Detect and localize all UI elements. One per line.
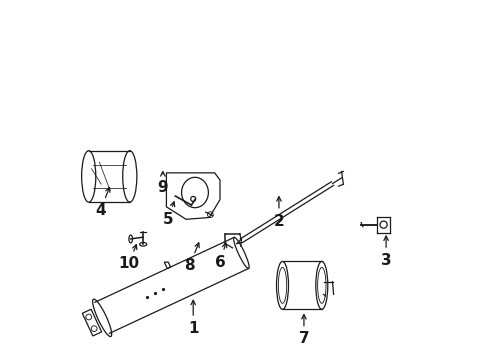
Text: 7: 7 [298, 315, 309, 346]
Text: 10: 10 [119, 245, 140, 271]
Text: 6: 6 [215, 243, 227, 270]
Text: 2: 2 [273, 197, 284, 229]
Text: 4: 4 [95, 188, 110, 218]
Text: 8: 8 [184, 243, 199, 273]
Text: 1: 1 [188, 300, 198, 336]
Text: 9: 9 [157, 172, 168, 195]
Text: 5: 5 [163, 202, 175, 227]
Text: 3: 3 [381, 236, 392, 268]
